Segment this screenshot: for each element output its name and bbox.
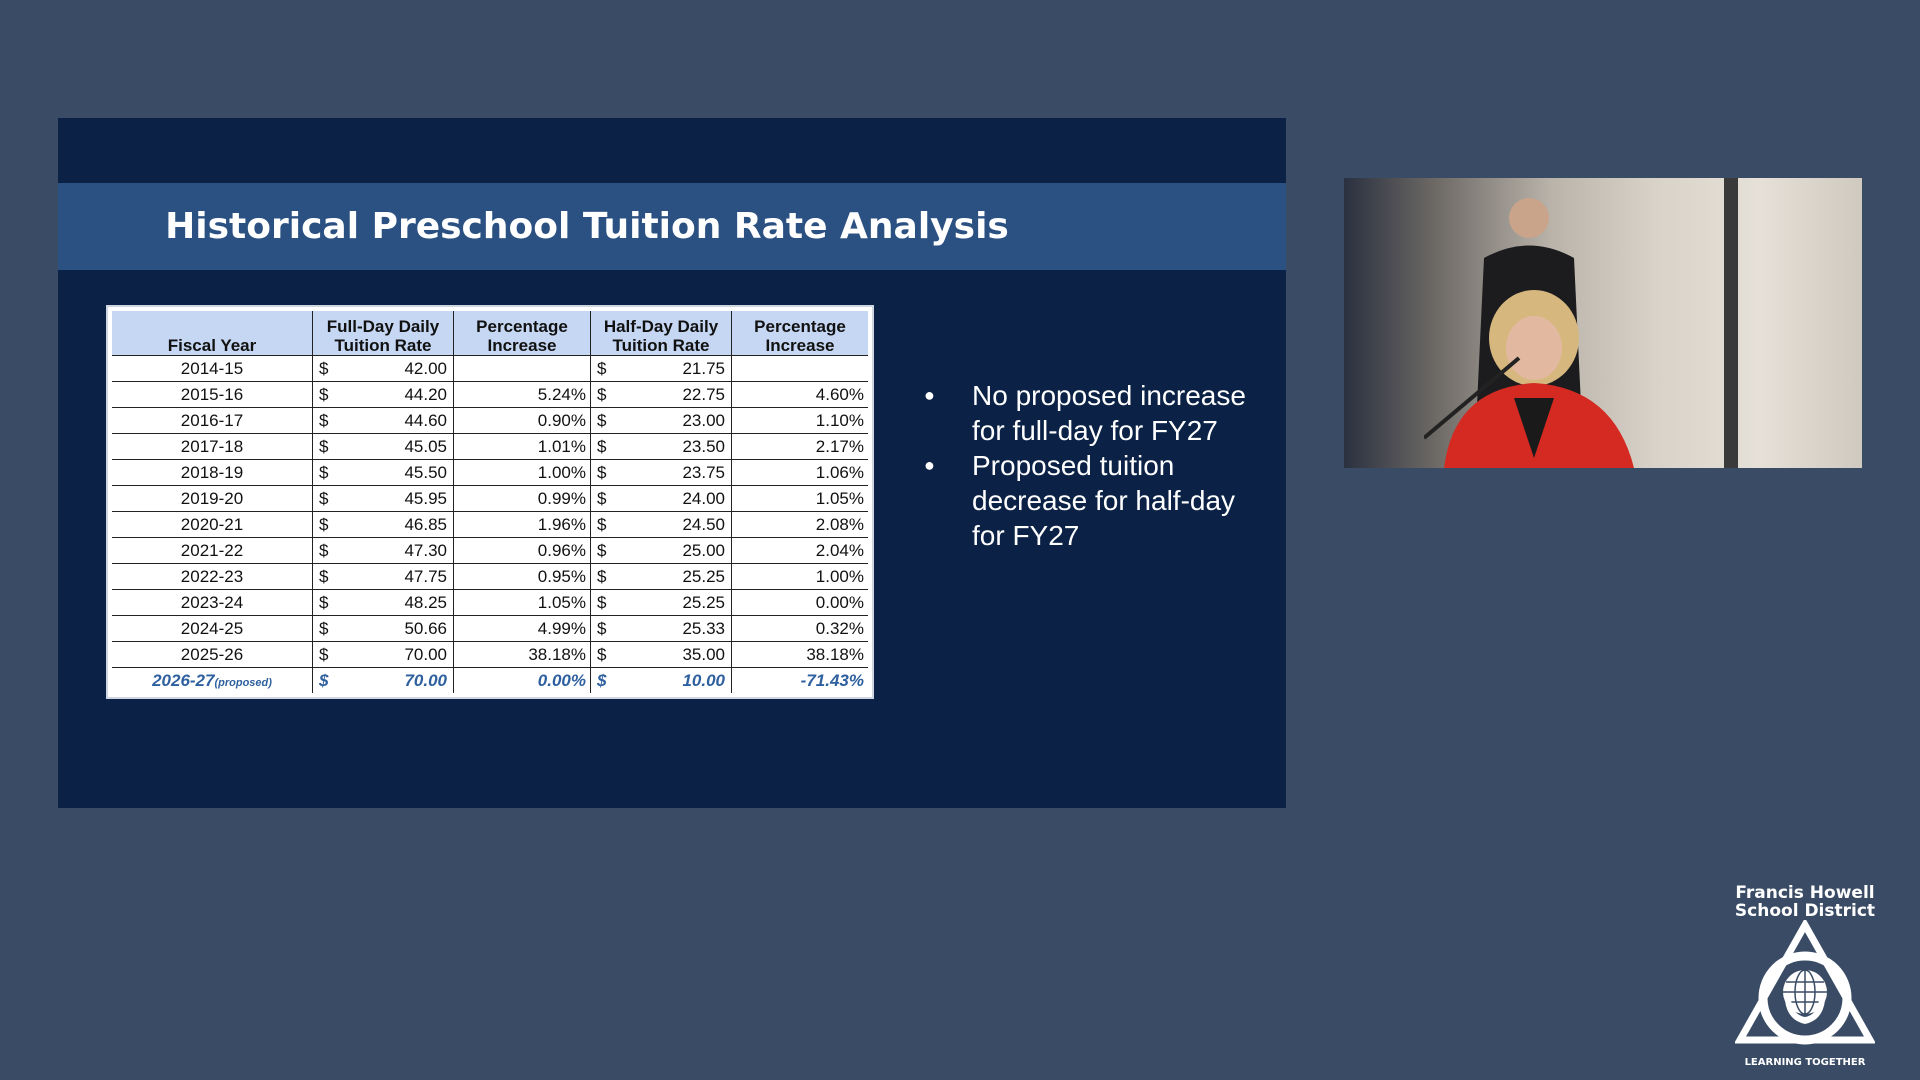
full-day-pct-cell: 1.05% (453, 589, 591, 616)
full-day-pct-cell: 1.01% (453, 433, 591, 460)
presentation-slide: Historical Preschool Tuition Rate Analys… (58, 118, 1286, 808)
half-day-pct-cell: 1.05% (731, 485, 871, 512)
table-row: 2014-15 $42.00 $21.75 (109, 355, 871, 382)
table-row: 2021-22 $47.30 0.96% $25.00 2.04% (109, 537, 871, 564)
door-frame (1724, 178, 1738, 468)
column-header: Percentage Increase (731, 308, 871, 356)
table-row: 2019-20 $45.95 0.99% $24.00 1.05% (109, 485, 871, 512)
logo-tagline: LEARNING TOGETHER (1744, 1057, 1866, 1068)
column-header: Fiscal Year (109, 308, 313, 356)
table-row: 2023-24 $48.25 1.05% $25.25 0.00% (109, 589, 871, 616)
table-row: 2015-16 $44.20 5.24% $22.75 4.60% (109, 381, 871, 408)
column-header: Percentage Increase (453, 308, 591, 356)
half-day-pct-cell: 0.32% (731, 615, 871, 642)
half-day-rate-cell: $25.25 (590, 589, 732, 616)
half-day-rate-cell: $25.00 (590, 537, 732, 564)
bullet-item: No proposed increase for full-day for FY… (924, 378, 1254, 448)
full-day-pct-cell: 1.00% (453, 459, 591, 486)
half-day-rate-cell: $23.75 (590, 459, 732, 486)
logo-name-line1: Francis Howell (1735, 883, 1875, 903)
half-day-pct-cell: 0.00% (731, 589, 871, 616)
table-row: 2020-21 $46.85 1.96% $24.50 2.08% (109, 511, 871, 538)
full-day-rate-cell: $70.00 (312, 667, 454, 696)
full-day-pct-cell (453, 355, 591, 382)
full-day-rate-cell: $46.85 (312, 511, 454, 538)
full-day-pct-cell: 0.96% (453, 537, 591, 564)
half-day-rate-cell: $25.25 (590, 563, 732, 590)
full-day-rate-cell: $45.95 (312, 485, 454, 512)
full-day-rate-cell: $44.60 (312, 407, 454, 434)
table-row: 2018-19 $45.50 1.00% $23.75 1.06% (109, 459, 871, 486)
full-day-rate-cell: $47.30 (312, 537, 454, 564)
half-day-rate-cell: $24.00 (590, 485, 732, 512)
full-day-rate-cell: $70.00 (312, 641, 454, 668)
fiscal-year-cell: 2019-20 (109, 485, 313, 512)
fiscal-year-cell: 2025-26 (109, 641, 313, 668)
bullet-list: No proposed increase for full-day for FY… (924, 378, 1254, 553)
full-day-rate-cell: $45.05 (312, 433, 454, 460)
fiscal-year-cell: 2014-15 (109, 355, 313, 382)
slide-title: Historical Preschool Tuition Rate Analys… (165, 206, 1009, 247)
logo-emblem-icon (1734, 917, 1876, 1045)
table-row: 2022-23 $47.75 0.95% $25.25 1.00% (109, 563, 871, 590)
full-day-pct-cell: 38.18% (453, 641, 591, 668)
speaking-woman-figure (1424, 290, 1634, 468)
half-day-pct-cell (731, 355, 871, 382)
half-day-rate-cell: $24.50 (590, 511, 732, 538)
tuition-table: Fiscal Year Full-Day Daily Tuition Rate Per… (106, 305, 874, 699)
half-day-rate-cell: $25.33 (590, 615, 732, 642)
table-row: 2016-17 $44.60 0.90% $23.00 1.10% (109, 407, 871, 434)
fiscal-year-cell: 2017-18 (109, 433, 313, 460)
half-day-pct-cell: 1.00% (731, 563, 871, 590)
fiscal-year-cell: 2026-27(proposed) (109, 667, 313, 696)
full-day-rate-cell: $45.50 (312, 459, 454, 486)
logo-name-line2: School District (1734, 901, 1876, 921)
half-day-pct-cell: 38.18% (731, 641, 871, 668)
half-day-pct-cell: 1.10% (731, 407, 871, 434)
half-day-rate-cell: $21.75 (590, 355, 732, 382)
full-day-rate-cell: $44.20 (312, 381, 454, 408)
full-day-rate-cell: $48.25 (312, 589, 454, 616)
table-row: 2025-26 $70.00 38.18% $35.00 38.18% (109, 641, 871, 668)
fiscal-year-cell: 2023-24 (109, 589, 313, 616)
half-day-pct-cell: 2.17% (731, 433, 871, 460)
column-header: Half-Day Daily Tuition Rate (590, 308, 732, 356)
fiscal-year-cell: 2021-22 (109, 537, 313, 564)
half-day-pct-cell: 2.04% (731, 537, 871, 564)
full-day-rate-cell: $50.66 (312, 615, 454, 642)
full-day-pct-cell: 0.95% (453, 563, 591, 590)
half-day-pct-cell: 1.06% (731, 459, 871, 486)
half-day-pct-cell: -71.43% (731, 667, 871, 696)
fiscal-year-cell: 2018-19 (109, 459, 313, 486)
bullet-item: Proposed tuition decrease for half-day f… (924, 448, 1254, 553)
half-day-rate-cell: $23.00 (590, 407, 732, 434)
full-day-pct-cell: 1.96% (453, 511, 591, 538)
half-day-pct-cell: 2.08% (731, 511, 871, 538)
table-row: 2024-25 $50.66 4.99% $25.33 0.32% (109, 615, 871, 642)
fiscal-year-cell: 2024-25 (109, 615, 313, 642)
half-day-rate-cell: $10.00 (590, 667, 732, 696)
speaker-video-feed (1344, 178, 1862, 468)
half-day-pct-cell: 4.60% (731, 381, 871, 408)
table-row: 2017-18 $45.05 1.01% $23.50 2.17% (109, 433, 871, 460)
half-day-rate-cell: $22.75 (590, 381, 732, 408)
title-band: Historical Preschool Tuition Rate Analys… (58, 183, 1286, 270)
table-header-row: Fiscal Year Full-Day Daily Tuition Rate Per… (109, 308, 871, 356)
full-day-rate-cell: $42.00 (312, 355, 454, 382)
full-day-pct-cell: 5.24% (453, 381, 591, 408)
half-day-rate-cell: $23.50 (590, 433, 732, 460)
full-day-rate-cell: $47.75 (312, 563, 454, 590)
full-day-pct-cell: 0.90% (453, 407, 591, 434)
district-logo: Francis Howell School District LEARNING … (1730, 884, 1880, 1068)
column-header: Full-Day Daily Tuition Rate (312, 308, 454, 356)
fiscal-year-cell: 2016-17 (109, 407, 313, 434)
full-day-pct-cell: 0.00% (453, 667, 591, 696)
fiscal-year-cell: 2022-23 (109, 563, 313, 590)
full-day-pct-cell: 4.99% (453, 615, 591, 642)
proposed-row: 2026-27(proposed) $70.00 0.00% $10.00 -71.43… (109, 667, 871, 696)
fiscal-year-cell: 2015-16 (109, 381, 313, 408)
fiscal-year-cell: 2020-21 (109, 511, 313, 538)
half-day-rate-cell: $35.00 (590, 641, 732, 668)
full-day-pct-cell: 0.99% (453, 485, 591, 512)
